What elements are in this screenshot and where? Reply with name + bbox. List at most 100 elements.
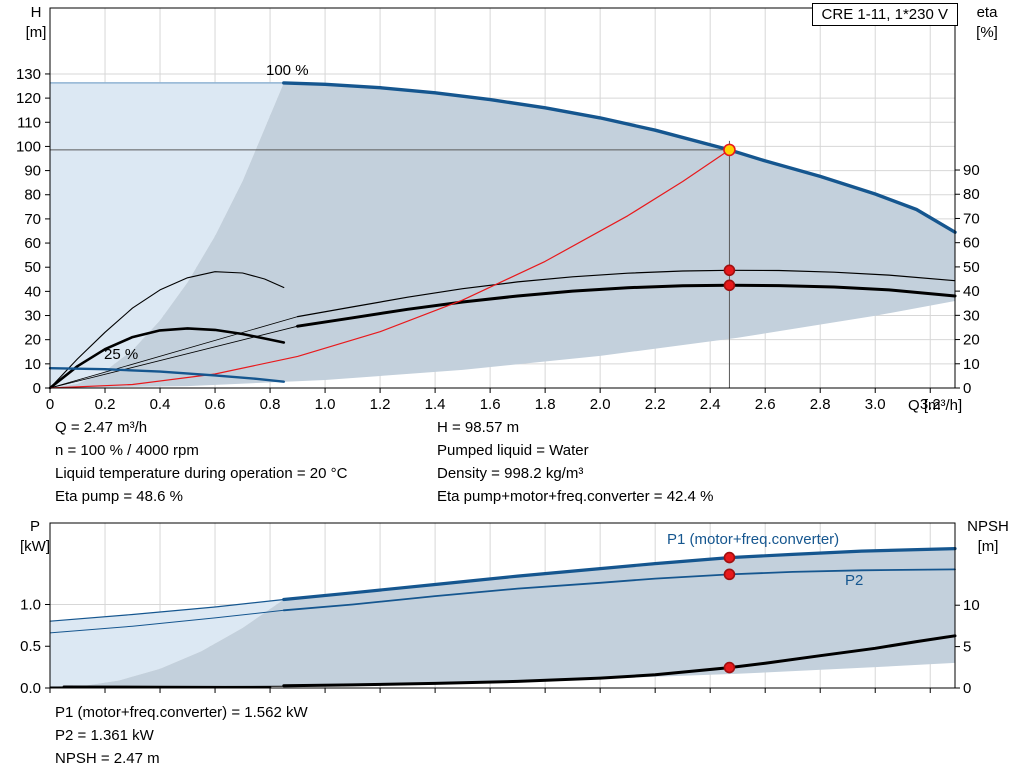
npsh-tick-label: 0 [963,680,971,697]
eta-pump-point-dot[interactable] [723,264,736,277]
eta-pump-curve-25 [49,271,285,389]
eta-tick-label: 0 [963,380,971,397]
eta-tick-label: 20 [963,332,980,349]
q-tick-label: 0.8 [260,396,281,413]
eta-tick-label: 60 [963,235,980,252]
x-axis-title-flow: Q [m³/h] [908,397,963,414]
eta-pump-curve [297,269,956,318]
p1-curve-label: P1 (motor+freq.converter) [667,531,840,548]
eta-axis-unit: [%] [976,24,998,41]
pump-curve-100 [282,81,957,234]
h-tick-label: 90 [24,163,41,180]
q-tick-label: 0.6 [205,396,226,413]
eta-tick-label: 50 [963,259,980,276]
p-axis-unit: [kW] [20,538,50,555]
p-tick-label: 1.0 [20,596,41,613]
h-tick-label: 60 [24,235,41,252]
h-tick-label: 10 [24,356,41,373]
density-value: Density = 998.2 kg/m³ [437,465,584,482]
h-tick-label: 100 [16,138,41,155]
eta-total-value: Eta pump+motor+freq.converter = 42.4 % [437,488,714,505]
power-envelope-light [50,599,284,688]
q-tick-label: 2.6 [755,396,776,413]
speed-value: n = 100 % / 4000 rpm [55,442,199,459]
p-tick-label: 0.0 [20,680,41,697]
p1-curve-min [49,598,285,622]
q-tick-label: 2.2 [645,396,666,413]
eta-total-curve [296,283,957,328]
q-tick-label: 3.2 [920,396,941,413]
h-tick-label: 70 [24,211,41,228]
p1-point-dot[interactable] [723,551,736,564]
control-curve [49,149,730,389]
npsh-axis-label: NPSH [967,518,1009,535]
eta-tick-label: 40 [963,283,980,300]
y-axis-title-eta: eta [%] [962,3,1012,43]
power-envelope [50,548,955,688]
y-axis-title-npsh: NPSH [m] [958,517,1018,557]
p2-value: P2 = 1.361 kW [55,727,154,744]
pump-type-label: CRE 1-11, 1*230 V [811,3,958,26]
h-tick-label: 40 [24,283,41,300]
npsh-axis-unit: [m] [977,538,999,555]
q-tick-label: 1.0 [315,396,336,413]
q-tick-label: 1.2 [370,396,391,413]
p1-value: P1 (motor+freq.converter) = 1.562 kW [55,704,308,721]
h-tick-label: 0 [33,380,41,397]
q-tick-label: 1.6 [480,396,501,413]
npsh-curve-25 [62,685,272,689]
liquid-temperature-value: Liquid temperature during operation = 20… [55,465,348,482]
npsh-value: NPSH = 2.47 m [55,750,160,767]
operating-envelope [50,82,955,389]
q-tick-label: 0.4 [150,396,171,413]
q-tick-label: 2.0 [590,396,611,413]
eta-tick-label: 30 [963,307,980,324]
p2-curve [282,568,956,612]
p-tick-label: 0.5 [20,638,41,655]
eta-tick-label: 70 [963,210,980,227]
operating-data-right: H = 98.57 m Pumped liquid = Water Densit… [437,416,713,508]
q-tick-label: 2.8 [810,396,831,413]
q-tick-label: 1.8 [535,396,556,413]
p2-curve-min [49,609,285,634]
y-axis-title-head: H [m] [14,3,58,43]
h-tick-label: 80 [24,187,41,204]
y-axis-title-power: P [kW] [12,517,58,557]
npsh-point-dot[interactable] [723,661,736,674]
eta-tick-label: 10 [963,356,980,373]
h-tick-label: 50 [24,259,41,276]
pumped-liquid-value: Pumped liquid = Water [437,442,589,459]
q-tick-label: 0 [46,396,54,413]
eta-tick-label: 90 [963,162,980,179]
npsh-curve [282,634,957,688]
head-value: H = 98.57 m [437,419,520,436]
operating-data-left: Q = 2.47 m³/h n = 100 % / 4000 rpm Liqui… [55,416,347,508]
npsh-tick-label: 5 [963,639,971,656]
q-tick-label: 2.4 [700,396,721,413]
top-chart-frame [49,7,956,389]
p2-point-dot[interactable] [723,568,736,581]
eta-tick-label: 80 [963,186,980,203]
power-data-block: P1 (motor+freq.converter) = 1.562 kW P2 … [55,701,308,770]
h-tick-label: 130 [16,66,41,83]
eta-total-curve-25 [48,327,286,390]
eta-pump-value: Eta pump = 48.6 % [55,488,183,505]
h-tick-label: 110 [17,114,41,131]
eta-axis-label: eta [976,4,998,21]
h-axis-unit: [m] [25,24,47,41]
q-tick-label: 0.2 [95,396,116,413]
speed-25-label: 25 % [104,346,139,363]
h-tick-label: 30 [24,308,41,325]
flow-value: Q = 2.47 m³/h [55,419,148,436]
h-tick-label: 20 [24,332,41,349]
operating-envelope-light [50,82,284,389]
speed-100-label: 100 % [266,62,309,79]
pump-curve-25 [48,367,285,383]
h-axis-label: H [30,4,42,21]
h-tick-label: 120 [16,90,41,107]
p-axis-label: P [29,518,40,535]
operating-point-dot[interactable] [723,143,736,157]
eta-total-point-dot[interactable] [723,279,736,292]
